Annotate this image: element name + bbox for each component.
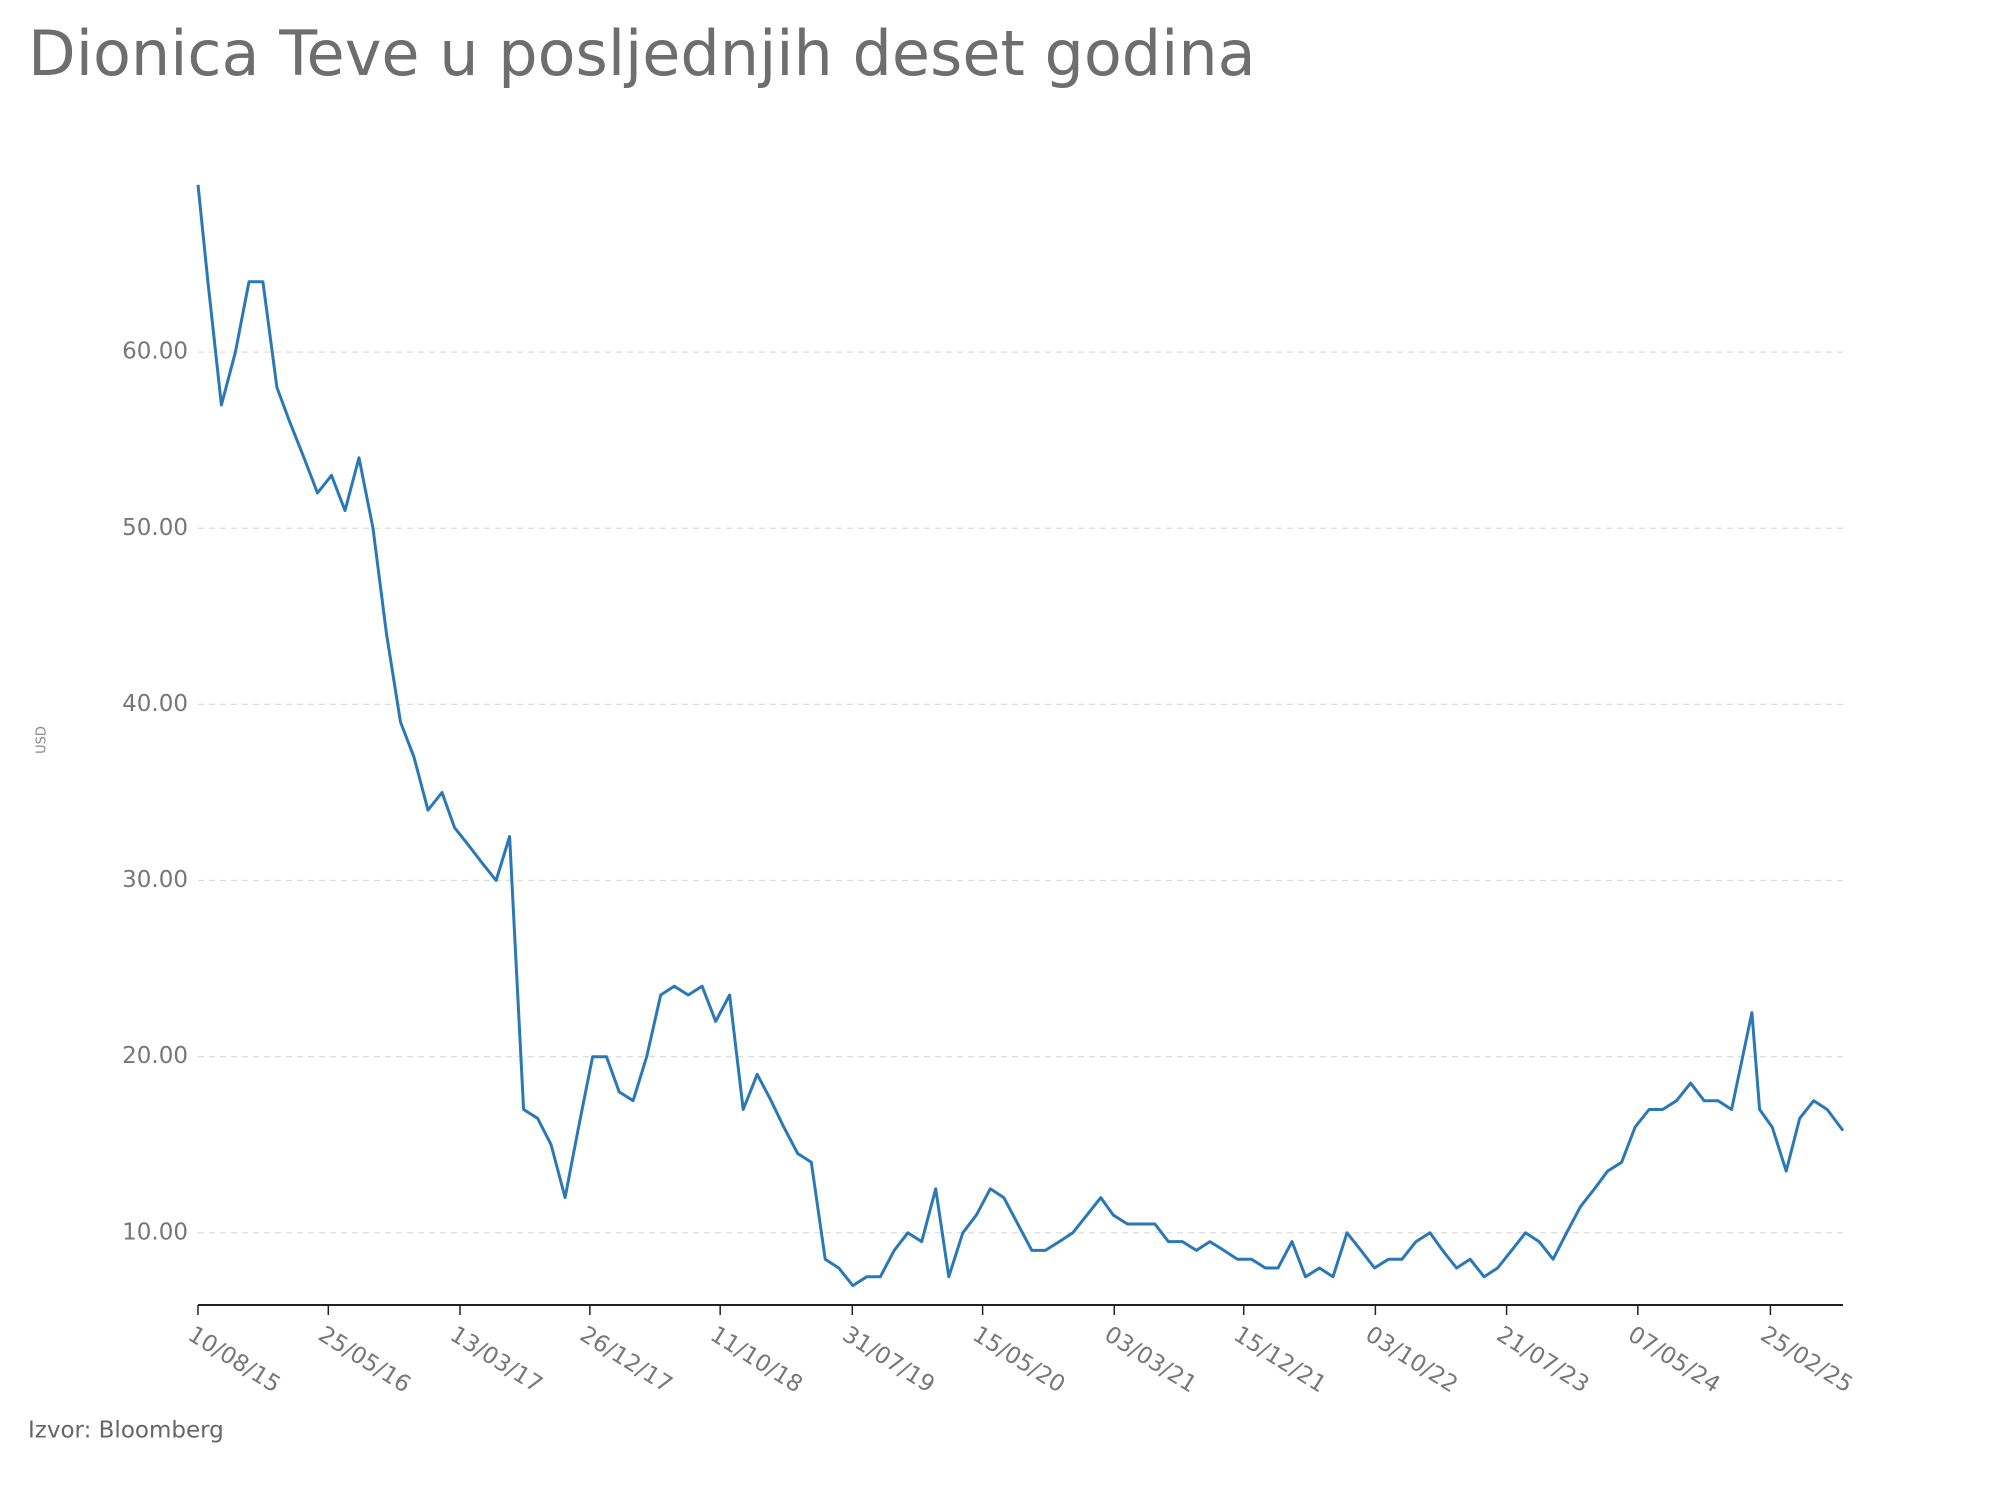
y-axis-label: USD — [35, 726, 50, 754]
x-tick-label: 15/05/20 — [968, 1322, 1069, 1399]
x-tick-label: 26/12/17 — [575, 1322, 676, 1399]
y-tick-label: 40.00 — [122, 691, 188, 717]
source: Izvor: Bloomberg — [28, 1418, 224, 1444]
x-tick-label: 21/07/23 — [1492, 1322, 1593, 1399]
x-tick-label: 13/03/17 — [445, 1322, 546, 1399]
y-tick-label: 20.00 — [122, 1043, 188, 1069]
y-tick-label: 60.00 — [122, 339, 188, 365]
x-tick-label: 25/05/16 — [314, 1322, 415, 1399]
x-tick-label: 31/07/19 — [838, 1322, 939, 1399]
chart-title: Dionica Teve u posljednjih deset godina — [28, 17, 1256, 90]
x-tick-label: 03/03/21 — [1100, 1322, 1201, 1399]
y-tick-label: 50.00 — [122, 515, 188, 541]
x-tick-label: 11/10/18 — [706, 1322, 807, 1399]
x-tick-label: 15/12/21 — [1229, 1322, 1330, 1399]
x-tick-label: 07/05/24 — [1623, 1322, 1724, 1399]
y-tick-label: 30.00 — [122, 867, 188, 893]
price-line — [196, 184, 1845, 1288]
x-tick-label: 25/02/25 — [1756, 1322, 1857, 1399]
y-tick-label: 10.00 — [122, 1219, 188, 1245]
x-tick-label: 03/10/22 — [1361, 1322, 1462, 1399]
x-tick-label: 10/08/15 — [183, 1322, 284, 1399]
